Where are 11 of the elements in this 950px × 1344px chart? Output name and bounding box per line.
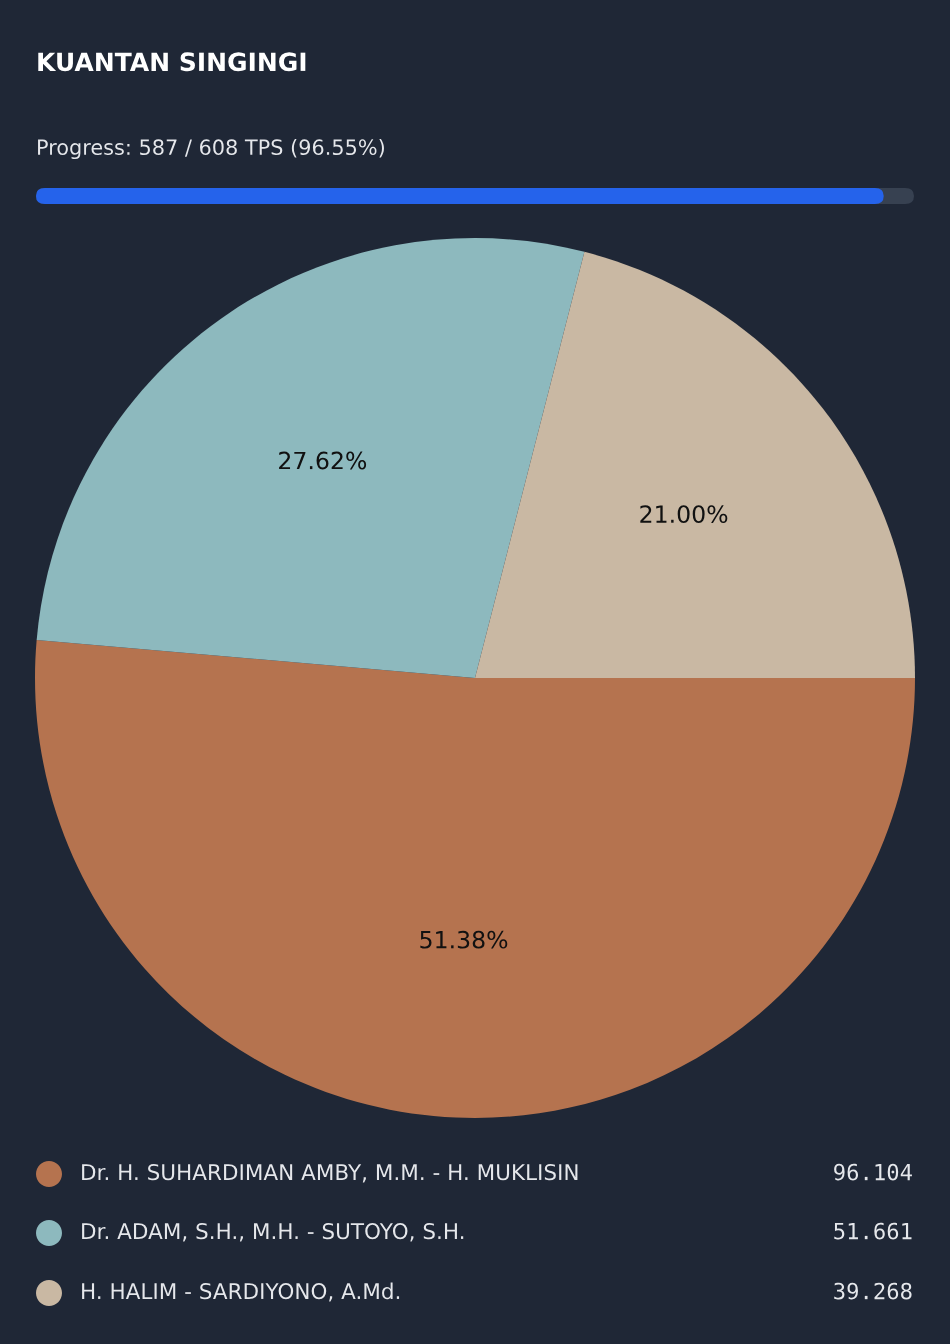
data-label: 21.00%: [640, 505, 728, 524]
data-label: 27.62%: [279, 451, 367, 470]
chart-subtitle: Progress: 587 / 608 TPS (96.55%): [38, 138, 384, 160]
text: 96.104: [834, 1163, 912, 1181]
legend-label: Dr. H. SUHARDIMAN AMBY, M.M. - H. MUKLISIN: [82, 1163, 578, 1183]
chart-title: KUANTAN SINGINGI: [38, 52, 306, 72]
text: 39.268: [834, 1282, 912, 1300]
text: 51.661: [834, 1222, 912, 1240]
legend-label: H. HALIM - SARDIYONO, A.Md.: [82, 1282, 400, 1302]
data-label: 51.38%: [420, 930, 508, 949]
legend-label: Dr. ADAM, S.H., M.H. - SUTOYO, S.H.: [82, 1222, 464, 1242]
